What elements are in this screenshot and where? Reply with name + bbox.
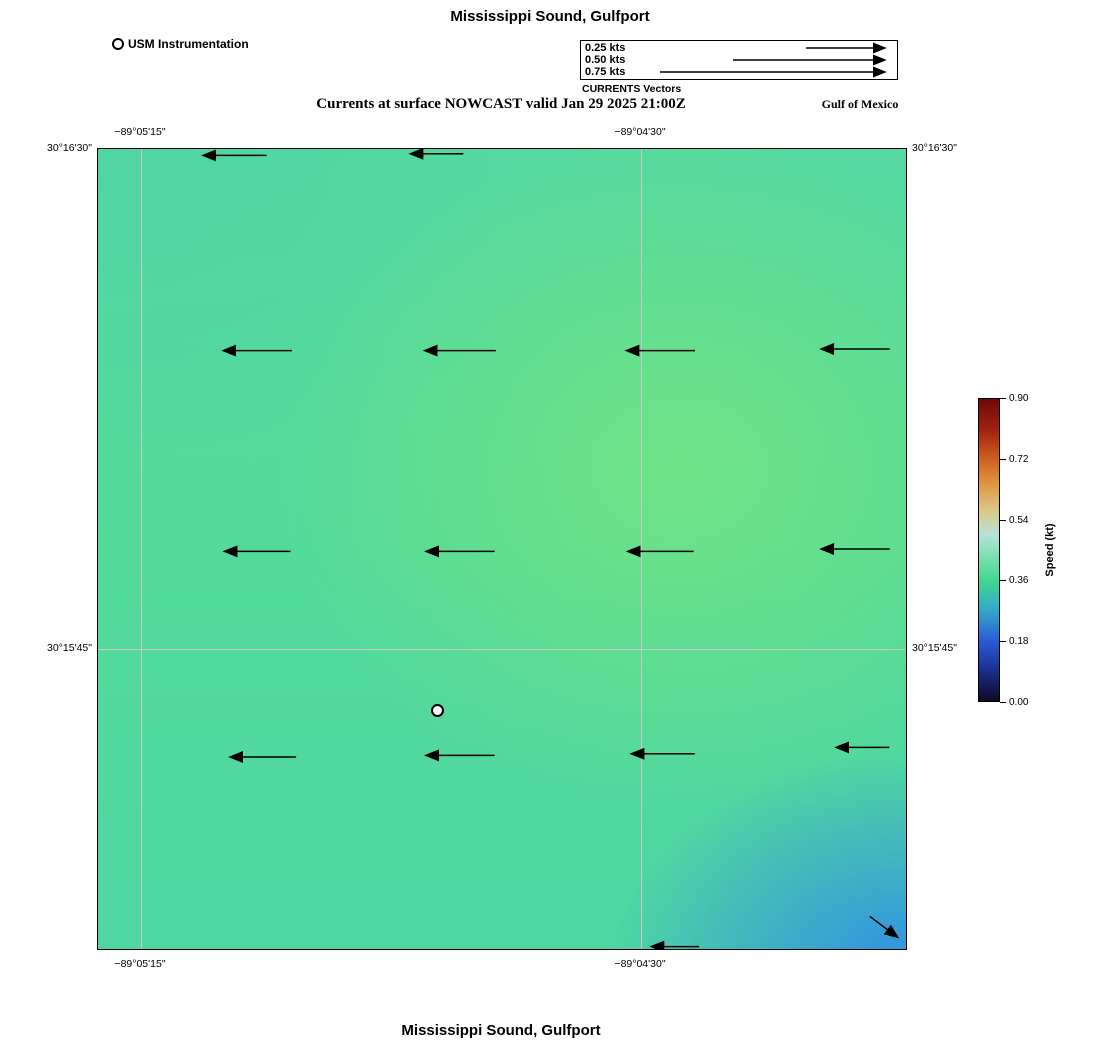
tick-dash	[1000, 701, 1006, 703]
x-tick-bottom-1: −89°05'15"	[114, 958, 166, 970]
tick-dash	[1000, 397, 1006, 399]
y-tick-right-2: 30°15'45"	[912, 642, 957, 654]
vector-scale-item: 0.25 kts	[585, 42, 626, 54]
instrument-marker	[431, 704, 445, 717]
tick-dash	[1000, 579, 1006, 581]
colorbar-tick: 0.36	[1000, 574, 1028, 586]
instrument-legend-label: USM Instrumentation	[128, 37, 249, 51]
colorbar-tick: 0.54	[1000, 514, 1028, 526]
region-label: Gulf of Mexico	[821, 97, 899, 111]
colorbar-tick-label: 0.00	[1009, 696, 1029, 708]
vector-scale-item: 0.50 kts	[585, 54, 626, 66]
tick-dash	[1000, 458, 1006, 460]
colorbar-axis-label: Speed (kt)	[1044, 523, 1056, 577]
vector-scale-item: 0.75 kts	[585, 66, 626, 78]
vector-scale-caption: CURRENTS Vectors	[582, 83, 682, 95]
plot-subtitle: Currents at surface NOWCAST valid Jan 29…	[316, 96, 686, 112]
gridline-horizontal-1	[98, 649, 906, 650]
y-tick-left-1: 30°16'30"	[47, 142, 92, 154]
y-tick-right-1: 30°16'30"	[912, 142, 957, 154]
instrument-circle-icon	[112, 38, 124, 50]
instrument-legend: USM Instrumentation	[112, 37, 249, 51]
x-tick-top-2: −89°04'30"	[614, 126, 666, 138]
gridline-vertical-1	[141, 149, 142, 949]
page-title: Mississippi Sound, Gulfport	[450, 8, 650, 25]
tick-dash	[1000, 640, 1006, 642]
colorbar-tick: 0.18	[1000, 635, 1028, 647]
vector-field-svg	[201, 149, 900, 949]
colorbar-tick-label: 0.72	[1009, 453, 1029, 465]
colorbar-tick: 0.90	[1000, 392, 1028, 404]
bottom-page-title: Mississippi Sound, Gulfport	[401, 1022, 601, 1039]
gridline-vertical-2	[641, 149, 642, 949]
colorbar-tick-label: 0.36	[1009, 574, 1029, 586]
tick-dash	[1000, 519, 1006, 521]
x-tick-bottom-2: −89°04'30"	[614, 958, 666, 970]
x-tick-top-1: −89°05'15"	[114, 126, 166, 138]
colorbar-tick-label: 0.90	[1009, 392, 1029, 404]
y-tick-left-2: 30°15'45"	[47, 642, 92, 654]
current-field-map	[97, 148, 907, 950]
vector-scale-legend: 0.25 kts 0.50 kts 0.75 kts	[580, 40, 898, 80]
colorbar-tick-label: 0.54	[1009, 514, 1029, 526]
speed-colorbar	[978, 398, 1000, 702]
vector-scale-arrows	[660, 42, 887, 78]
colorbar-tick-label: 0.18	[1009, 635, 1029, 647]
colorbar-tick: 0.00	[1000, 696, 1028, 708]
colorbar-tick: 0.72	[1000, 453, 1028, 465]
